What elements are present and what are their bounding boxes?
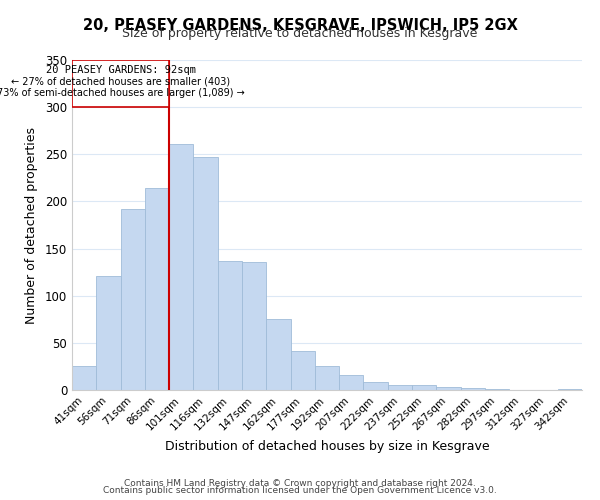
X-axis label: Distribution of detached houses by size in Kesgrave: Distribution of detached houses by size … xyxy=(164,440,490,453)
Bar xyxy=(412,386,436,390)
Bar xyxy=(193,157,218,390)
Text: 20 PEASEY GARDENS: 92sqm: 20 PEASEY GARDENS: 92sqm xyxy=(46,64,196,74)
Text: Contains HM Land Registry data © Crown copyright and database right 2024.: Contains HM Land Registry data © Crown c… xyxy=(124,478,476,488)
Bar xyxy=(169,144,193,390)
Bar xyxy=(266,320,290,390)
FancyBboxPatch shape xyxy=(72,60,169,107)
Text: Contains public sector information licensed under the Open Government Licence v3: Contains public sector information licen… xyxy=(103,486,497,495)
Bar xyxy=(364,382,388,390)
Bar xyxy=(72,366,96,390)
Bar xyxy=(388,386,412,390)
Text: ← 27% of detached houses are smaller (403): ← 27% of detached houses are smaller (40… xyxy=(11,77,230,87)
Bar xyxy=(339,375,364,390)
Bar xyxy=(96,276,121,390)
Bar xyxy=(436,387,461,390)
Bar xyxy=(121,209,145,390)
Text: 73% of semi-detached houses are larger (1,089) →: 73% of semi-detached houses are larger (… xyxy=(0,88,244,99)
Text: Size of property relative to detached houses in Kesgrave: Size of property relative to detached ho… xyxy=(122,28,478,40)
Y-axis label: Number of detached properties: Number of detached properties xyxy=(25,126,38,324)
Bar xyxy=(315,366,339,390)
Bar xyxy=(145,188,169,390)
Bar xyxy=(461,388,485,390)
Bar xyxy=(485,389,509,390)
Text: 20, PEASEY GARDENS, KESGRAVE, IPSWICH, IP5 2GX: 20, PEASEY GARDENS, KESGRAVE, IPSWICH, I… xyxy=(83,18,517,32)
Bar xyxy=(218,261,242,390)
Bar xyxy=(558,389,582,390)
Bar xyxy=(290,352,315,390)
Bar xyxy=(242,262,266,390)
